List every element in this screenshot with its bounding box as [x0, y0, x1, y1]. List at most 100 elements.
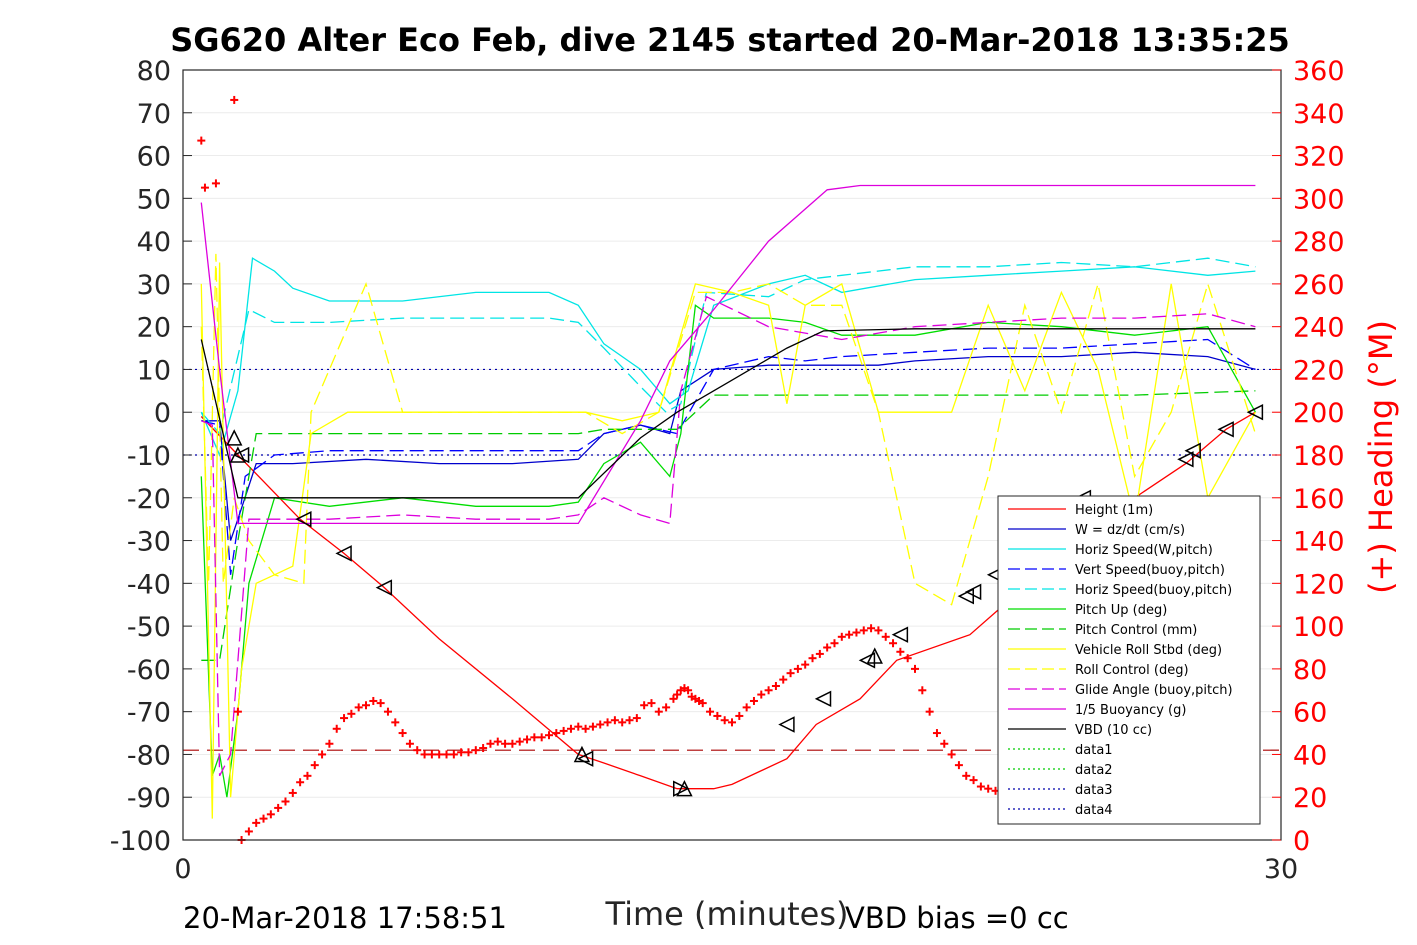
heading-point [771, 682, 780, 690]
heading-point [559, 726, 568, 735]
heading-point [244, 827, 253, 836]
right-tick-label: 60 [1293, 698, 1327, 729]
heading-point [720, 716, 729, 725]
legend-entry-label: Pitch Control (mm) [1075, 623, 1197, 638]
triangle-marker [573, 745, 591, 763]
heading-point [233, 707, 242, 716]
y-tick-label: 70 [137, 99, 171, 130]
heading-point [654, 707, 663, 716]
x-tick-label: 0 [174, 854, 191, 885]
heading-point [435, 750, 444, 759]
right-tick-label: 100 [1293, 612, 1345, 643]
legend-entry-label: Pitch Up (deg) [1075, 603, 1167, 618]
heading-point [845, 630, 854, 639]
heading-point [647, 699, 656, 708]
y-tick-label: 60 [137, 142, 171, 173]
heading-point [479, 744, 488, 753]
y-tick-label: 30 [137, 270, 171, 301]
heading-point [867, 624, 876, 633]
heading-point [801, 660, 810, 669]
heading-point [325, 739, 334, 748]
heading-point [362, 701, 370, 710]
heading-point [874, 626, 883, 635]
heading-point [211, 179, 220, 188]
heading-point [552, 729, 561, 738]
triangle-marker [676, 779, 693, 797]
y-tick-label: -20 [127, 484, 171, 515]
heading-point [303, 771, 312, 780]
heading-point [464, 748, 473, 757]
y-tick-label: 80 [137, 56, 171, 87]
y-tick-label: 10 [137, 355, 171, 386]
heading-point [954, 761, 963, 770]
x-axis-label: Time (minutes) [605, 895, 849, 933]
y-tick-label: 0 [154, 398, 171, 429]
triangle-marker [778, 716, 795, 733]
right-tick-label: 40 [1293, 740, 1327, 771]
heading-point [545, 731, 553, 740]
heading-point [911, 664, 919, 673]
heading-point [200, 183, 209, 192]
heading-point [713, 711, 722, 720]
triangle-marker [375, 579, 393, 596]
y-tick-label: 50 [137, 184, 171, 215]
legend-entry-label: VBD (10 cc) [1075, 723, 1152, 738]
heading-point [662, 703, 671, 712]
heading-point [288, 788, 297, 797]
heading-point [230, 95, 239, 104]
heading-point [596, 720, 605, 729]
triangle-marker [335, 545, 352, 562]
heading-point [925, 707, 934, 716]
heading-point [398, 729, 407, 738]
right-axis-ticks: 3603403203002802602402202001801601401201… [1272, 56, 1345, 857]
heading-point [889, 639, 898, 648]
heading-point [537, 733, 546, 742]
right-tick-label: 0 [1293, 826, 1310, 857]
right-tick-label: 300 [1293, 184, 1345, 215]
heading-point [852, 628, 861, 637]
heading-point [757, 690, 766, 699]
heading-point [340, 714, 349, 723]
heading-point [442, 750, 451, 759]
triangle-marker [1177, 451, 1194, 468]
heading-point [896, 647, 905, 656]
legend-entry-label: Vehicle Roll Stbd (deg) [1075, 643, 1222, 658]
footer-timestamp: 20-Mar-2018 17:58:51 [183, 901, 507, 935]
series-line [200, 262, 1256, 819]
heading-point [984, 784, 993, 793]
chart-title: SG620 Alter Eco Feb, dive 2145 started 2… [170, 21, 1290, 59]
triangle-marker [964, 583, 982, 601]
right-tick-label: 80 [1293, 655, 1327, 686]
triangle-marker [891, 626, 909, 643]
x-tick-label: 30 [1264, 854, 1298, 885]
y-tick-label: -80 [127, 740, 171, 771]
heading-point [969, 776, 978, 785]
heading-point [830, 639, 839, 648]
heading-point [486, 739, 495, 748]
heading-point [976, 782, 985, 791]
heading-point [735, 711, 744, 720]
heading-point [779, 675, 788, 684]
heading-point [405, 739, 414, 748]
right-tick-label: 340 [1293, 99, 1345, 130]
triangle-marker [814, 690, 832, 708]
heading-point [603, 718, 612, 727]
heading-point [808, 654, 817, 663]
heading-point [625, 716, 634, 725]
legend-entry-label: Horiz Speed(buoy,pitch) [1075, 583, 1232, 598]
heading-point [684, 686, 693, 695]
right-tick-label: 160 [1293, 484, 1345, 515]
heading-point [383, 707, 392, 716]
heading-point [786, 669, 795, 678]
heading-point [881, 632, 890, 641]
heading-point [266, 810, 275, 819]
heading-point [588, 722, 597, 731]
triangle-marker [673, 780, 690, 797]
y-tick-label: 20 [137, 313, 171, 344]
heading-point [523, 735, 532, 744]
y-tick-label: -50 [127, 612, 171, 643]
heading-point [413, 746, 422, 755]
y-tick-label: -100 [110, 826, 171, 857]
heading-point [354, 703, 363, 712]
